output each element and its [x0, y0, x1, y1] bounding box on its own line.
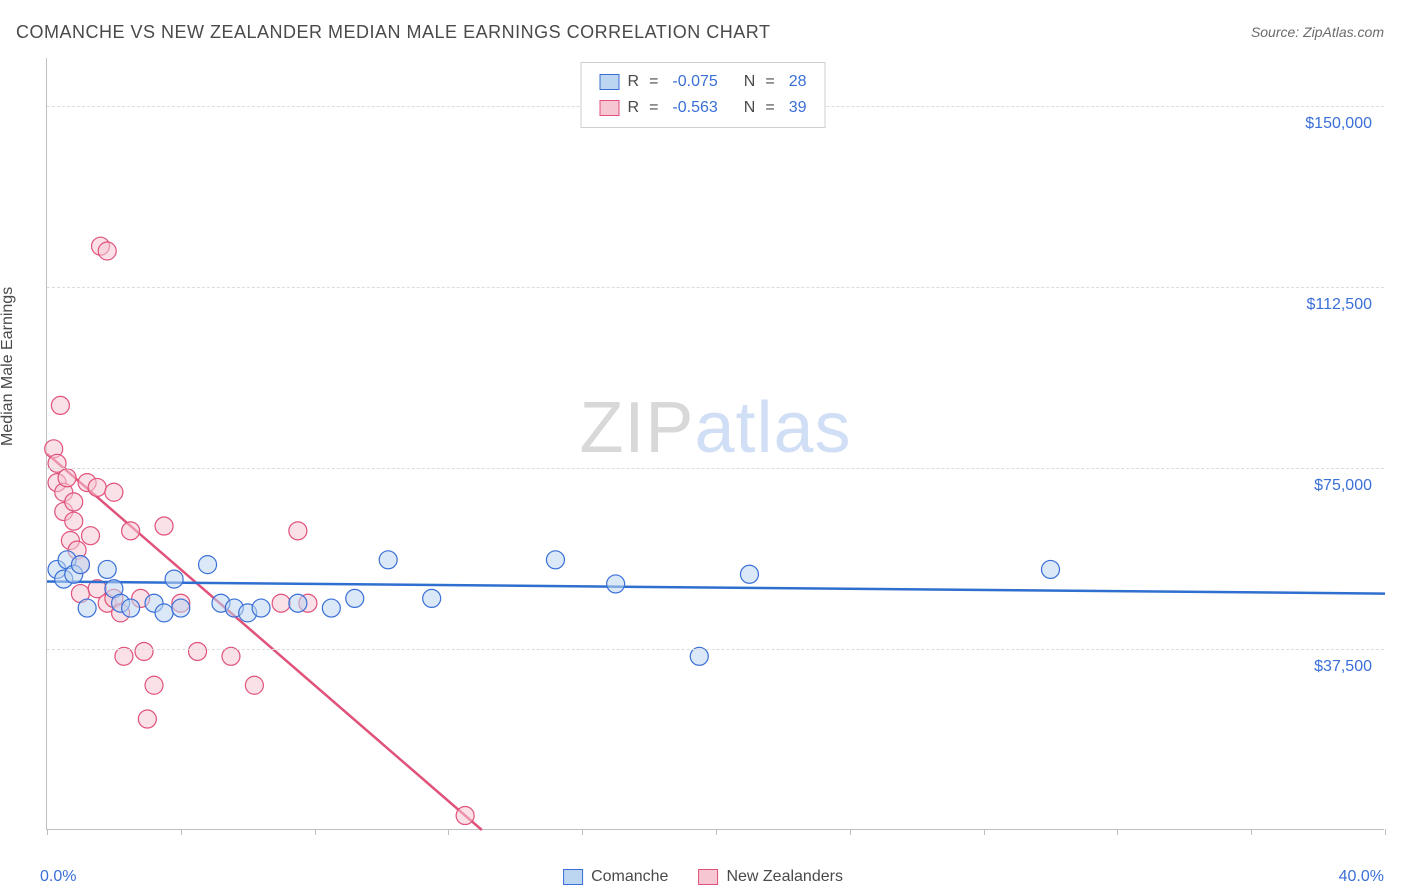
- chart-svg: [47, 58, 1384, 829]
- data-point-new_zealanders: [81, 527, 99, 545]
- legend-series-label: Comanche: [591, 868, 668, 885]
- data-point-comanche: [199, 556, 217, 574]
- trend-line-new_zealanders: [47, 454, 482, 830]
- y-tick-label: $112,500: [1306, 296, 1372, 314]
- data-point-new_zealanders: [65, 493, 83, 511]
- legend-eq: =: [765, 99, 774, 117]
- data-point-new_zealanders: [122, 522, 140, 540]
- data-point-new_zealanders: [145, 676, 163, 694]
- data-point-comanche: [172, 599, 190, 617]
- x-tick: [850, 829, 851, 835]
- data-point-new_zealanders: [289, 522, 307, 540]
- data-point-new_zealanders: [98, 242, 116, 260]
- data-point-new_zealanders: [105, 483, 123, 501]
- data-point-new_zealanders: [51, 396, 69, 414]
- x-axis-min-label: 0.0%: [40, 868, 76, 886]
- data-point-comanche: [322, 599, 340, 617]
- legend-r-label: R: [628, 73, 640, 91]
- legend-swatch-icon: [698, 869, 718, 885]
- data-point-comanche: [423, 589, 441, 607]
- plot-area: ZIPatlas $37,500$75,000$112,500$150,000: [46, 58, 1384, 830]
- data-point-comanche: [740, 565, 758, 583]
- x-tick: [716, 829, 717, 835]
- legend-eq: =: [649, 99, 658, 117]
- data-point-comanche: [78, 599, 96, 617]
- data-point-new_zealanders: [272, 594, 290, 612]
- y-tick-label: $75,000: [1314, 477, 1372, 495]
- data-point-comanche: [289, 594, 307, 612]
- legend-r-value: -0.075: [672, 73, 717, 91]
- data-point-comanche: [71, 556, 89, 574]
- data-point-comanche: [155, 604, 173, 622]
- legend-r-value: -0.563: [672, 99, 717, 117]
- legend-row-comanche: R = -0.075 N = 28: [600, 69, 807, 95]
- data-point-comanche: [165, 570, 183, 588]
- legend-series-label: New Zealanders: [726, 868, 843, 885]
- gridline: [47, 649, 1384, 650]
- trend-line-comanche: [47, 582, 1385, 594]
- legend-n-value: 28: [789, 73, 807, 91]
- legend-swatch-icon: [600, 100, 620, 116]
- x-tick: [582, 829, 583, 835]
- x-tick: [181, 829, 182, 835]
- data-point-comanche: [346, 589, 364, 607]
- y-tick-label: $37,500: [1314, 658, 1372, 676]
- data-point-comanche: [379, 551, 397, 569]
- data-point-new_zealanders: [456, 807, 474, 825]
- legend-n-value: 39: [789, 99, 807, 117]
- data-point-new_zealanders: [88, 478, 106, 496]
- legend-correlation: R = -0.075 N = 28 R = -0.563 N = 39: [581, 62, 826, 128]
- legend-item-comanche: Comanche: [563, 868, 668, 886]
- x-tick: [315, 829, 316, 835]
- x-tick: [1385, 829, 1386, 835]
- data-point-new_zealanders: [189, 642, 207, 660]
- data-point-new_zealanders: [138, 710, 156, 728]
- x-tick: [984, 829, 985, 835]
- data-point-comanche: [252, 599, 270, 617]
- legend-series: Comanche New Zealanders: [563, 868, 843, 886]
- source-attribution: Source: ZipAtlas.com: [1251, 24, 1384, 40]
- legend-n-label: N: [744, 73, 756, 91]
- legend-swatch-icon: [600, 74, 620, 90]
- legend-n-label: N: [744, 99, 756, 117]
- x-tick: [1251, 829, 1252, 835]
- gridline: [47, 468, 1384, 469]
- data-point-comanche: [1042, 560, 1060, 578]
- data-point-new_zealanders: [58, 469, 76, 487]
- legend-r-label: R: [628, 99, 640, 117]
- data-point-comanche: [122, 599, 140, 617]
- legend-swatch-icon: [563, 869, 583, 885]
- x-tick: [1117, 829, 1118, 835]
- x-tick: [47, 829, 48, 835]
- gridline: [47, 287, 1384, 288]
- data-point-new_zealanders: [155, 517, 173, 535]
- legend-row-new_zealanders: R = -0.563 N = 39: [600, 95, 807, 121]
- y-axis-title: Median Male Earnings: [0, 287, 17, 446]
- legend-eq: =: [765, 73, 774, 91]
- legend-eq: =: [649, 73, 658, 91]
- chart-title: COMANCHE VS NEW ZEALANDER MEDIAN MALE EA…: [16, 22, 770, 43]
- x-tick: [448, 829, 449, 835]
- data-point-new_zealanders: [245, 676, 263, 694]
- data-point-comanche: [98, 560, 116, 578]
- data-point-new_zealanders: [135, 642, 153, 660]
- x-axis-max-label: 40.0%: [1339, 868, 1384, 886]
- data-point-new_zealanders: [65, 512, 83, 530]
- data-point-comanche: [546, 551, 564, 569]
- legend-item-new_zealanders: New Zealanders: [698, 868, 843, 886]
- data-point-comanche: [607, 575, 625, 593]
- y-tick-label: $150,000: [1305, 115, 1372, 133]
